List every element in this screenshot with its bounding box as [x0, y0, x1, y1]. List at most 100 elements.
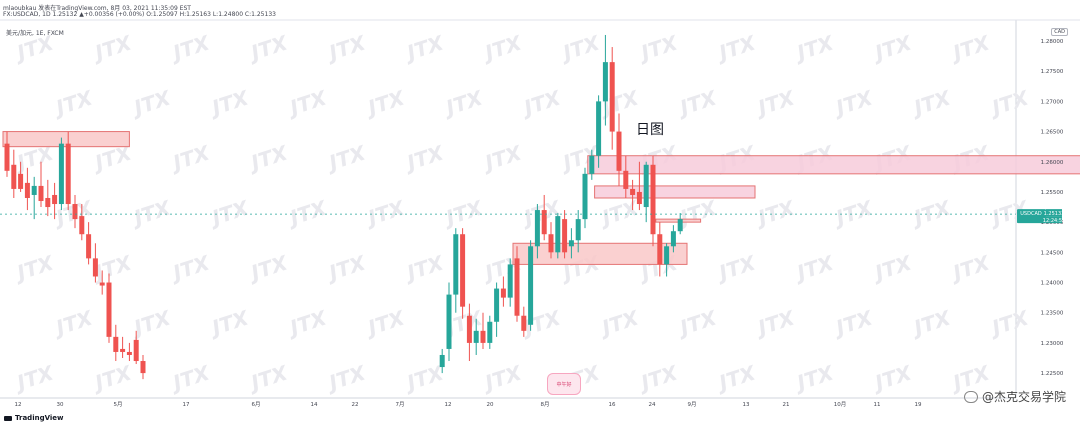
- candle-body: [657, 234, 663, 265]
- x-tick-label: 14: [311, 402, 318, 408]
- watermark-text: JTX: [10, 250, 57, 286]
- watermark-text: JTX: [127, 195, 174, 231]
- watermark-text: JTX: [244, 30, 291, 66]
- watermark-text: JTX: [790, 360, 837, 396]
- watermark-text: JTX: [322, 360, 369, 396]
- candle-body: [120, 348, 126, 352]
- watermark-text: JTX: [751, 305, 798, 341]
- price-label-countdown-bg: [1046, 216, 1062, 224]
- candle-body: [514, 258, 520, 316]
- candle-body: [99, 282, 105, 286]
- watermark-text: JTX: [361, 195, 408, 231]
- x-tick-label: 30: [57, 402, 64, 408]
- candle-body: [596, 101, 602, 156]
- watermark-text: JTX: [712, 360, 759, 396]
- watermark-text: JTX: [478, 360, 525, 396]
- watermark-text: JTX: [907, 195, 954, 231]
- brand-watermark: @杰克交易学院: [963, 388, 1066, 405]
- candle-body: [72, 204, 78, 220]
- x-tick-label: 21: [783, 402, 790, 408]
- candle-body: [616, 131, 622, 171]
- candle-body: [602, 62, 608, 102]
- watermark-text: JTX: [127, 85, 174, 121]
- watermark-text: JTX: [517, 85, 564, 121]
- ohlc-header: FX:USDCAD, 1D 1.25132 ▲+0.00356 (+0.00%)…: [3, 11, 276, 18]
- candle-body: [643, 164, 649, 208]
- candle-body: [79, 216, 85, 235]
- y-tick-label: 1.26000: [1041, 160, 1064, 166]
- watermark-text: JTX: [205, 195, 252, 231]
- candle-body: [636, 191, 642, 205]
- watermark-text: JTX: [907, 305, 954, 341]
- watermark-text: JTX: [985, 85, 1032, 121]
- candle-body: [24, 182, 30, 198]
- x-tick-label: 16: [609, 402, 616, 408]
- candle-body: [473, 330, 479, 343]
- y-tick-label: 1.22500: [1041, 371, 1064, 377]
- candle-body: [460, 234, 466, 307]
- resistance-zone-upper: [587, 155, 1080, 175]
- x-tick-label: 22: [352, 402, 359, 408]
- candle-body: [38, 185, 44, 202]
- x-tick-label: 20: [487, 402, 494, 408]
- watermark-text: JTX: [361, 85, 408, 121]
- candle-body: [521, 315, 527, 331]
- candle-body: [126, 351, 132, 355]
- watermark-text: JTX: [88, 30, 135, 66]
- candle-body: [562, 219, 568, 253]
- x-tick-label: 9月: [688, 401, 697, 408]
- candle-body: [86, 234, 92, 259]
- watermark-text: JTX: [868, 250, 915, 286]
- candle-body: [4, 143, 10, 171]
- price-label-symbol: USDCAD: [1020, 211, 1042, 217]
- watermark-text: JTX: [790, 30, 837, 66]
- brand-watermark-text: @杰克交易学院: [981, 390, 1066, 404]
- candle-body: [528, 246, 534, 325]
- candle-body: [589, 155, 595, 174]
- watermark-text: JTX: [985, 305, 1032, 341]
- candle-body: [623, 170, 629, 189]
- watermark-text: JTX: [478, 30, 525, 66]
- resistance-zone-mid: [594, 185, 756, 199]
- tradingview-logo-text: TradingView: [15, 414, 64, 422]
- watermark-text: JTX: [283, 195, 330, 231]
- watermark-text: JTX: [868, 30, 915, 66]
- x-tick-label: 10月: [834, 401, 847, 408]
- watermark-text: JTX: [439, 195, 486, 231]
- sticker: 中午好: [547, 373, 581, 395]
- price-label-bg: [1017, 209, 1046, 224]
- candle-body: [133, 339, 139, 362]
- watermark-text: JTX: [166, 250, 213, 286]
- y-tick-label: 1.26500: [1041, 130, 1064, 136]
- watermark-text: JTX: [10, 360, 57, 396]
- candle-body: [446, 294, 452, 349]
- watermark-text: JTX: [205, 305, 252, 341]
- watermark-text: JTX: [673, 305, 720, 341]
- y-tick-label: 1.23000: [1041, 341, 1064, 347]
- watermark-text: JTX: [88, 360, 135, 396]
- candle-body: [113, 336, 119, 352]
- tradingview-logo[interactable]: TradingView: [4, 414, 64, 422]
- watermark-text: JTX: [868, 360, 915, 396]
- watermark-text: JTX: [829, 195, 876, 231]
- candle-body: [677, 219, 683, 232]
- x-tick-label: 7月: [396, 401, 405, 408]
- y-tick-label: 1.27000: [1041, 99, 1064, 105]
- y-tick-label: 1.24000: [1041, 281, 1064, 287]
- watermark-text: JTX: [907, 85, 954, 121]
- y-tick-label: 1.27500: [1041, 69, 1064, 75]
- watermark-text: JTX: [634, 30, 681, 66]
- watermark-text: JTX: [946, 30, 993, 66]
- x-tick-label: 24: [649, 402, 656, 408]
- y-tick-label: 1.28000: [1041, 39, 1064, 45]
- watermark-text: JTX: [361, 305, 408, 341]
- annotation-label: 日图: [636, 122, 664, 138]
- y-tick-label: 1.25500: [1041, 190, 1064, 196]
- currency-label: CAD: [1051, 28, 1068, 36]
- x-tick-label: 19: [915, 402, 922, 408]
- candle-body: [58, 143, 64, 205]
- watermark-text: JTX: [400, 30, 447, 66]
- watermark-text: JTX: [244, 250, 291, 286]
